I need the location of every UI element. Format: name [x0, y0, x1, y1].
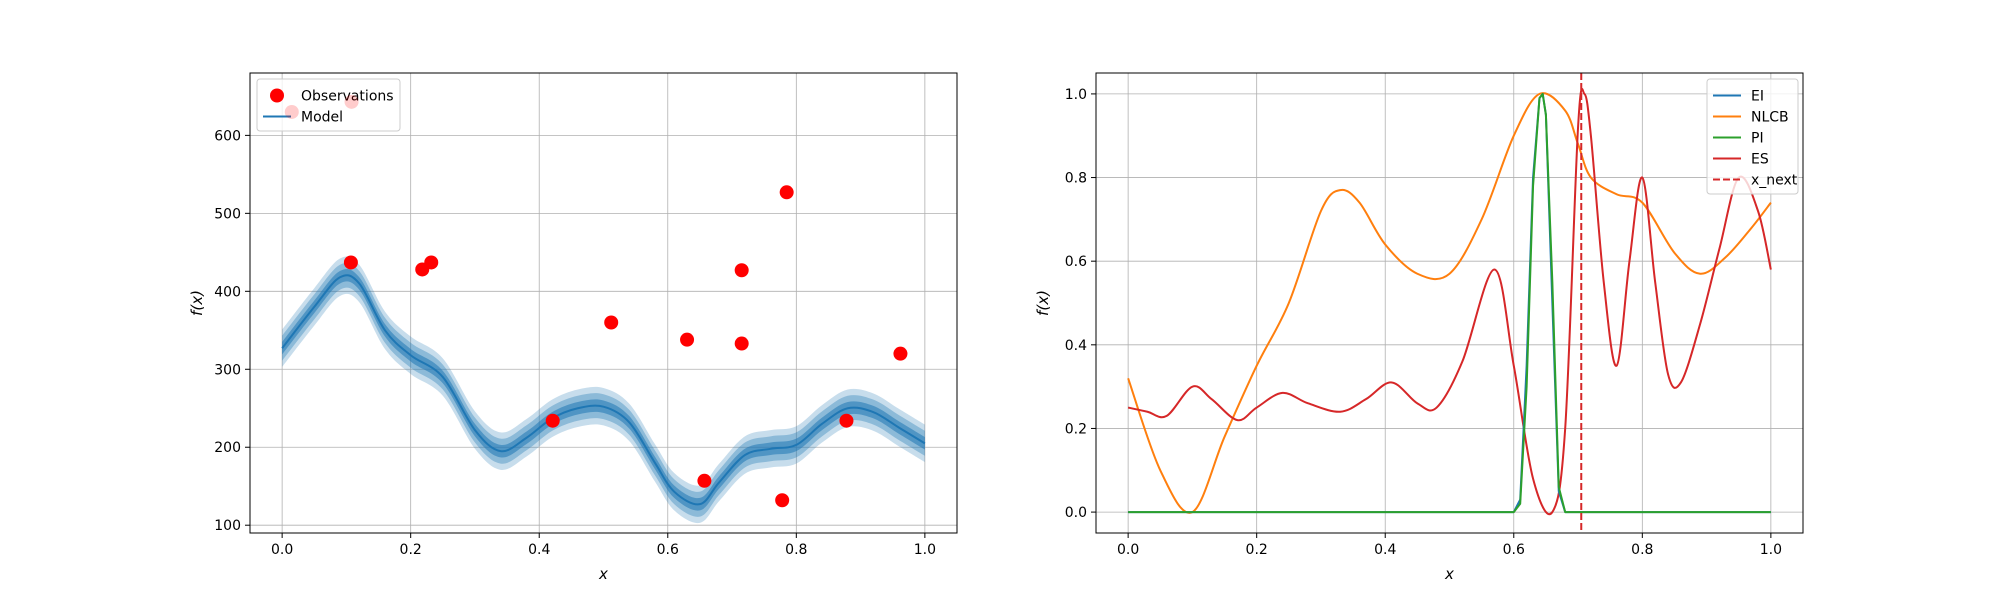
y-tick-label: 0.6 — [1065, 254, 1087, 270]
legend: Observations Model — [256, 78, 401, 132]
y-tick-label: 500 — [214, 206, 241, 222]
x-tick-label: 0.0 — [1117, 542, 1139, 558]
x-axis-label: x — [1444, 565, 1454, 583]
x-tick-label: 0.4 — [1374, 542, 1396, 558]
x-tick-label: 0.2 — [1246, 542, 1268, 558]
observation-point — [604, 315, 619, 330]
y-axis-label: f(x) — [1034, 290, 1052, 316]
model-mean-line — [281, 274, 926, 506]
x-tick-label: 0.8 — [1631, 542, 1653, 558]
legend-item: EI — [1713, 89, 1764, 105]
legend-item: PI — [1713, 131, 1764, 147]
observation-point — [680, 332, 695, 347]
y-axis-label: f(x) — [188, 290, 206, 316]
observation-point — [545, 413, 560, 428]
observation-point — [734, 336, 749, 351]
y-tick-label: 1.0 — [1065, 87, 1087, 103]
legend-label: EI — [1751, 89, 1764, 105]
y-tick-label: 0.2 — [1065, 421, 1087, 437]
x-tick-label: 0.4 — [528, 542, 550, 558]
legend-item: Observations — [270, 88, 394, 105]
axes-frame — [1095, 72, 1804, 534]
observation-point — [343, 255, 358, 270]
legend-box — [256, 78, 401, 132]
x-tick-label: 0.6 — [1503, 542, 1525, 558]
y-tick-label: 300 — [214, 362, 241, 378]
series-line-es — [1127, 87, 1772, 516]
observation-point — [775, 493, 790, 508]
observation-point — [344, 94, 359, 109]
x-axis-label: x — [598, 565, 608, 583]
observations — [284, 94, 908, 508]
model-confidence-band — [282, 256, 925, 524]
y-tick-label: 0.4 — [1065, 338, 1087, 354]
legend-item: ES — [1713, 152, 1769, 168]
model-layer — [281, 256, 926, 524]
observation-point — [779, 185, 794, 200]
legend-label: PI — [1751, 131, 1764, 147]
legend-label: Model — [301, 110, 343, 126]
legend-label: x_next — [1751, 173, 1798, 189]
legend-label: Observations — [301, 89, 394, 105]
observation-point — [424, 255, 439, 270]
x-tick-label: 0.6 — [657, 542, 679, 558]
y-tick-label: 200 — [214, 440, 241, 456]
grid — [250, 73, 957, 533]
plot-area — [1096, 73, 1803, 533]
observation-point — [839, 413, 854, 428]
legend-item: x_next — [1713, 173, 1798, 189]
y-tick-label: 400 — [214, 284, 241, 300]
legend-label: ES — [1751, 152, 1769, 168]
plot-area — [250, 73, 957, 533]
y-tick-label: 100 — [214, 518, 241, 534]
series-line-pi — [1128, 92, 1771, 514]
series-line-nlcb — [1127, 92, 1772, 514]
observation-point — [284, 104, 299, 119]
axes-frame — [249, 72, 958, 534]
legend: EI NLCB PI ES x_next — [1706, 78, 1799, 195]
x-tick-label: 0.0 — [271, 542, 293, 558]
observation-point — [893, 346, 908, 361]
observation-point — [697, 473, 712, 488]
legend-label: NLCB — [1751, 110, 1789, 126]
y-tick-label: 0.8 — [1065, 171, 1087, 187]
y-tick-label: 0.0 — [1065, 505, 1087, 521]
series-layer — [1127, 73, 1772, 533]
y-tick-label: 600 — [214, 128, 241, 144]
x-tick-label: 0.2 — [400, 542, 422, 558]
x-tick-label: 1.0 — [1760, 542, 1782, 558]
x-tick-label: 0.8 — [785, 542, 807, 558]
left-axes: 0.0 0.2 0.4 0.6 0.8 1.0 100 200 300 400 500 600 x f(x… — [188, 72, 958, 583]
legend-item: Model — [263, 110, 343, 126]
x-tick-label: 1.0 — [914, 542, 936, 558]
legend-box — [1706, 78, 1799, 195]
observation-point — [734, 263, 749, 278]
right-axes: 0.0 0.2 0.4 0.6 0.8 1.0 0.0 0.2 0.4 0.6 0.8 1.0 x f(x… — [1034, 72, 1804, 583]
legend-marker — [270, 88, 284, 103]
legend-item: NLCB — [1713, 110, 1789, 126]
